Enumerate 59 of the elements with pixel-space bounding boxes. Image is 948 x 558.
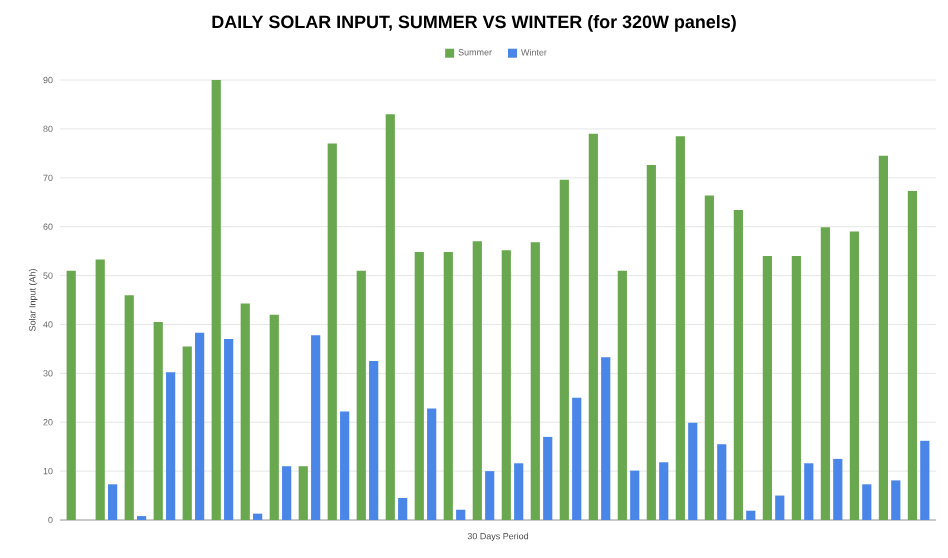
bar <box>298 466 308 520</box>
bar <box>485 471 495 520</box>
bar <box>588 133 598 520</box>
bar <box>746 510 756 520</box>
bar <box>804 463 814 520</box>
bar <box>385 114 395 520</box>
bar <box>530 242 540 520</box>
bar <box>762 256 772 520</box>
bar <box>211 80 221 520</box>
bar <box>630 470 640 520</box>
bar <box>733 210 743 520</box>
bar <box>108 484 118 520</box>
bar <box>327 143 337 520</box>
bar <box>472 241 482 520</box>
bar <box>253 513 263 520</box>
bar <box>414 252 424 520</box>
bar <box>572 397 582 520</box>
chart-title: DAILY SOLAR INPUT, SUMMER VS WINTER (for 320W panels) <box>212 15 736 32</box>
bar <box>849 231 859 520</box>
bar <box>862 484 872 520</box>
bar <box>501 250 511 520</box>
bar <box>891 480 901 520</box>
bar <box>182 346 192 520</box>
bar <box>456 509 466 520</box>
bar <box>356 270 366 520</box>
bar <box>775 495 785 520</box>
bar <box>95 259 105 520</box>
bar <box>124 295 134 520</box>
bar <box>617 270 627 520</box>
bar <box>791 256 801 520</box>
bar <box>514 463 524 520</box>
bar <box>675 136 685 520</box>
bar <box>398 498 408 520</box>
bar <box>166 372 176 520</box>
bar <box>443 252 453 520</box>
bar <box>427 408 437 520</box>
bar <box>240 303 250 520</box>
bar <box>269 314 279 520</box>
bar <box>907 190 918 520</box>
bar <box>66 270 76 520</box>
bar <box>369 361 379 520</box>
bar <box>153 322 163 520</box>
bar <box>920 440 930 520</box>
bar <box>646 165 656 520</box>
bar <box>224 339 234 520</box>
bar <box>717 444 727 520</box>
bar <box>659 462 669 520</box>
bar <box>878 155 888 520</box>
bar <box>704 195 714 520</box>
bar <box>195 332 205 520</box>
bar <box>559 179 569 520</box>
bar <box>688 422 698 520</box>
bar <box>340 411 350 520</box>
bar <box>820 227 830 520</box>
bar <box>282 466 292 520</box>
bar <box>833 458 843 520</box>
bar <box>311 335 321 520</box>
bar <box>543 436 553 520</box>
bar <box>601 357 611 520</box>
